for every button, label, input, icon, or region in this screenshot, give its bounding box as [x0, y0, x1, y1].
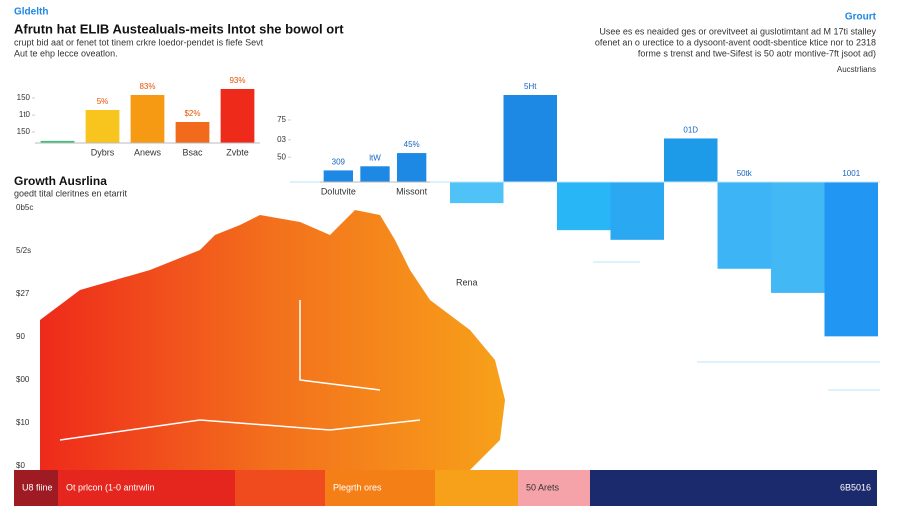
subtitle: crupt bid aat or fenet tot tinem crkre l… [14, 37, 264, 47]
y-tick-label: 150 [17, 127, 31, 136]
map [40, 210, 505, 470]
value-annotation: 01D [683, 126, 698, 135]
aside-line: ofenet an o urectice to a dysoont-avent … [595, 37, 876, 47]
value-annotation: 5Ht [524, 82, 537, 91]
bar [664, 138, 718, 182]
strip-segment [325, 470, 435, 506]
map-axis-label: 90 [16, 332, 25, 341]
strip-segment [58, 470, 235, 506]
map-axis-label: $0 [16, 461, 25, 470]
strip-label: U8 fiine [22, 482, 53, 492]
bar [771, 181, 825, 293]
map-axis-label: 0b5c [16, 203, 33, 212]
x-tick-label: Bsac [182, 147, 203, 157]
bar [175, 122, 210, 143]
value-annotation: 1001 [842, 169, 860, 178]
x-tick-label: Anews [134, 147, 162, 157]
strip-label: Ot prlcon (1-0 antrwlin [66, 482, 155, 492]
strip-segment [14, 470, 58, 506]
map-axis-label: $00 [16, 375, 30, 384]
bar [220, 89, 255, 143]
value-annotation: 93% [229, 76, 245, 85]
x-tick-label: Dolutvite [321, 186, 356, 196]
title: Afrutn hat ELIB Austealuals-meits lntot … [14, 21, 344, 36]
x-tick-label: Zvbte [226, 147, 249, 157]
subtitle: Aut te ehp lecce oveatlon. [14, 48, 118, 58]
aside-line: forme s trenst and twe-Sifest is 50 aotr… [638, 48, 876, 58]
strip-segment [435, 470, 518, 506]
kicker: Gldelth [14, 7, 48, 18]
bar [557, 181, 611, 231]
strip-label: Plegrth ores [333, 482, 382, 492]
value-annotation: 83% [139, 82, 155, 91]
aside-note: Aucstrlians [837, 65, 876, 74]
y-tick-label: 1t0 [19, 110, 31, 119]
bar [450, 181, 504, 204]
value-annotation: 309 [332, 158, 346, 167]
value-annotation: ltW [369, 153, 381, 162]
aside-line: Usee es es neaided ges or orevitveet ai … [599, 26, 876, 36]
strip-label: 50 Arets [526, 482, 560, 492]
strip-segment [590, 470, 877, 506]
section-title: Growth Ausrlina [14, 174, 107, 188]
y-tick-label: 03 [277, 135, 286, 144]
strip-segment [518, 470, 590, 506]
value-annotation: 45% [404, 140, 420, 149]
value-annotation: 5% [97, 97, 109, 106]
x-tick-label: Missont [396, 186, 428, 196]
strip-segment [235, 470, 325, 506]
bar [323, 170, 353, 182]
map-border [59, 300, 421, 441]
section-subtitle: goedt tital cleritnes en etarrit [14, 188, 128, 198]
value-annotation: 50tk [737, 169, 753, 178]
x-tick-label: Dybrs [91, 147, 115, 157]
region-label: Rena [456, 277, 478, 287]
bar [717, 181, 771, 269]
bar [824, 181, 878, 337]
value-annotation: $2% [184, 109, 200, 118]
map-axis-label: $27 [16, 289, 30, 298]
strip-label: 6B5016 [840, 482, 871, 492]
y-tick-label: 50 [277, 152, 286, 161]
map-axis-label: $10 [16, 418, 30, 427]
bar [130, 95, 165, 143]
bar [40, 140, 75, 143]
bar [610, 181, 664, 240]
bar [360, 166, 390, 182]
map-axis-label: 5/2s [16, 246, 31, 255]
bar [397, 153, 427, 182]
bar [503, 95, 557, 182]
y-tick-label: 75 [277, 115, 286, 124]
aside-kicker: Grourt [845, 12, 877, 23]
y-tick-label: 150 [17, 93, 31, 102]
bar [85, 110, 120, 143]
